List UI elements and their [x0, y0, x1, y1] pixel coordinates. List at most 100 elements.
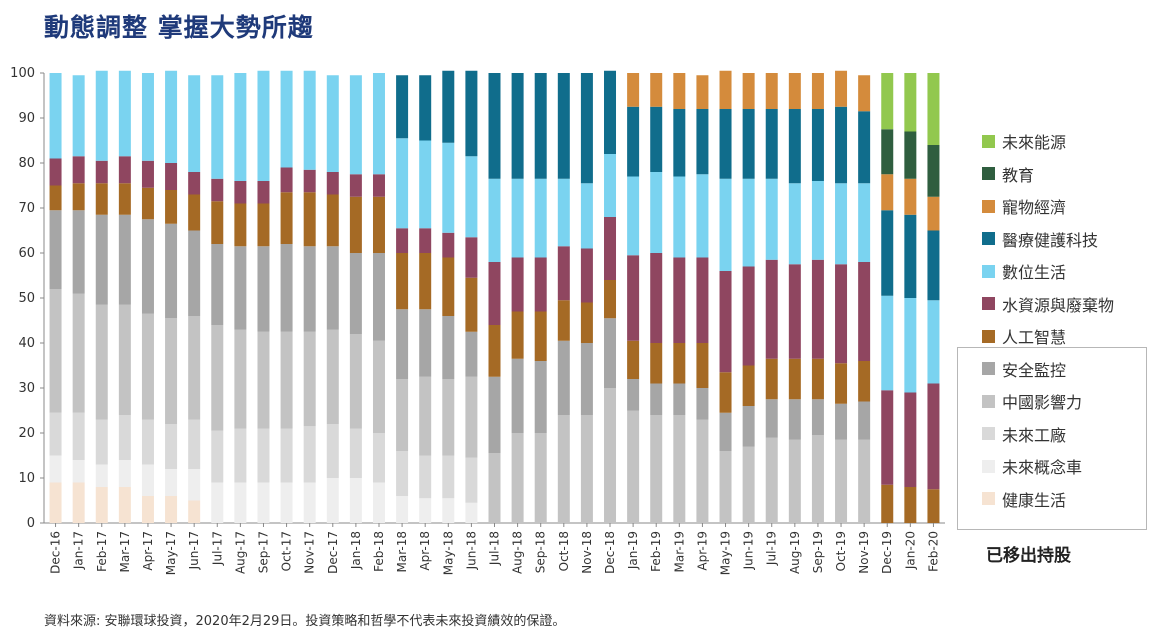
- x-tick-label: Jan-18: [349, 531, 363, 570]
- bar-segment: [765, 399, 778, 438]
- bar-segment: [580, 415, 593, 523]
- x-tick-label: Jun-18: [464, 531, 478, 570]
- bar-segment: [719, 109, 732, 179]
- y-tick-label: 50: [18, 291, 35, 306]
- bar-segment: [627, 379, 640, 411]
- legend-item: 未來概念車: [982, 455, 1082, 477]
- bar-segment: [719, 178, 732, 271]
- bar-segment: [673, 415, 686, 523]
- bar-segment: [280, 428, 293, 483]
- bar-segment: [534, 178, 547, 258]
- bar-segment: [650, 383, 663, 415]
- bar-segment: [419, 228, 432, 253]
- legend-label: 寵物經濟: [1002, 198, 1067, 217]
- bar-segment: [326, 329, 339, 424]
- x-tick-label: Sep-17: [256, 531, 270, 573]
- x-tick-label: Apr-19: [695, 531, 709, 571]
- bar-segment: [580, 302, 593, 343]
- bar-segment: [141, 464, 154, 496]
- bar-segment: [188, 500, 201, 523]
- bar-segment: [719, 451, 732, 523]
- bar-segment: [811, 435, 824, 523]
- bar-segment: [165, 70, 178, 163]
- bar-segment: [234, 482, 247, 523]
- legend-label: 未來能源: [1002, 133, 1067, 152]
- x-tick-label: Aug-18: [511, 531, 525, 574]
- bar-segment: [858, 401, 871, 440]
- bar-segment: [511, 257, 524, 312]
- stacked-bar-chart: 0 10 20 30 40 50 60 70 80 90 100 Dec-16 Jan-17 Feb-17…: [10, 66, 945, 575]
- bar-segment: [673, 257, 686, 343]
- bar-segment: [650, 415, 663, 523]
- bar-segment: [442, 455, 455, 499]
- bar-segment: [696, 109, 709, 175]
- bar-segment: [165, 469, 178, 496]
- bar-segment: [280, 192, 293, 244]
- x-tick-label: Oct-17: [280, 531, 294, 571]
- legend-swatch: [982, 297, 995, 310]
- bar-segment: [765, 358, 778, 400]
- bar-segment: [673, 73, 686, 109]
- y-tick-label: 10: [18, 471, 35, 486]
- bar-segment: [788, 73, 801, 109]
- bar-segment: [72, 482, 85, 523]
- bar-segment: [165, 223, 178, 319]
- bar-segment: [303, 331, 316, 427]
- bar-segment: [372, 253, 385, 341]
- x-tick-label: May-18: [441, 531, 455, 575]
- bar-segment: [511, 311, 524, 359]
- page-title: 動態調整 掌握大勢所趨: [44, 13, 314, 42]
- legend-label: 中國影響力: [1002, 393, 1083, 412]
- bar-segment: [811, 109, 824, 181]
- bar-segment: [188, 172, 201, 195]
- bar-segment: [257, 331, 270, 429]
- bar-segment: [488, 325, 501, 377]
- bar-segment: [211, 178, 224, 202]
- bar-segment: [442, 232, 455, 258]
- bar-segment: [257, 482, 270, 523]
- bar-segment: [188, 419, 201, 469]
- bar-segment: [557, 300, 570, 341]
- bar-segment: [742, 178, 755, 267]
- bar-segment: [141, 313, 154, 420]
- bar-segment: [95, 183, 108, 215]
- x-tick-label: Aug-17: [233, 531, 247, 574]
- bar-segment: [326, 478, 339, 523]
- bar-segment: [604, 70, 617, 154]
- legend-swatch: [982, 459, 995, 473]
- x-tick-label: Jun-17: [187, 531, 201, 570]
- bar-segment: [141, 160, 154, 188]
- bar-segment: [95, 160, 108, 184]
- bar-segment: [788, 439, 801, 523]
- legend-swatch: [982, 264, 995, 278]
- bar-segment: [118, 214, 131, 305]
- bar-segment: [881, 484, 894, 523]
- removed-holdings-label: 已移出持股: [986, 546, 1071, 566]
- bar-segment: [811, 181, 824, 260]
- bar-segment: [326, 424, 339, 478]
- x-tick-label: Feb-19: [649, 531, 663, 572]
- bar-segment: [673, 176, 686, 258]
- bar-segment: [835, 439, 848, 523]
- bar-segment: [488, 73, 501, 179]
- bar-segment: [650, 73, 663, 107]
- bar-segment: [881, 210, 894, 296]
- bar-segment: [465, 376, 478, 458]
- bar-segment: [580, 183, 593, 249]
- bar-segment: [788, 399, 801, 440]
- bar-segment: [742, 365, 755, 406]
- bar-segment: [465, 502, 478, 523]
- bar-segment: [927, 196, 940, 231]
- legend-label: 安全監控: [1002, 360, 1067, 380]
- bar-segment: [372, 433, 385, 483]
- bar-segment: [858, 183, 871, 262]
- bar-segment: [650, 172, 663, 253]
- bar-segment: [257, 70, 270, 181]
- bar-segment: [604, 388, 617, 523]
- bar-segment: [95, 464, 108, 487]
- bar-segment: [488, 178, 501, 262]
- legend-label: 人工智慧: [1002, 328, 1067, 347]
- bar-segment: [442, 70, 455, 143]
- bar-segment: [696, 343, 709, 388]
- x-tick-label: Dec-19: [880, 531, 894, 574]
